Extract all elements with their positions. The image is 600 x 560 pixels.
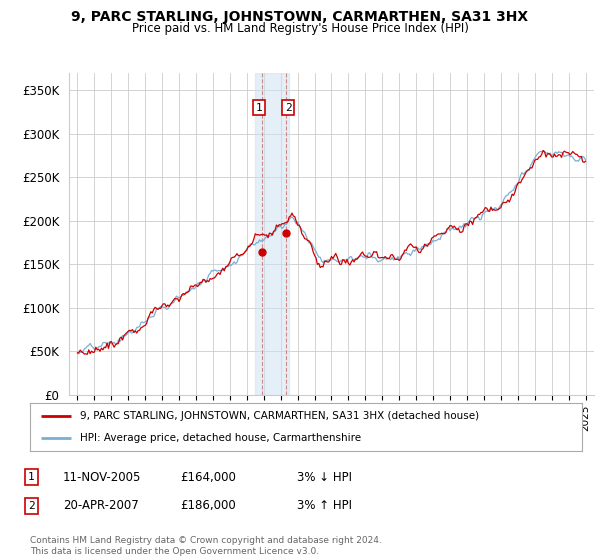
Text: 3% ↓ HPI: 3% ↓ HPI <box>297 470 352 484</box>
Text: 20-APR-2007: 20-APR-2007 <box>63 499 139 512</box>
Text: Price paid vs. HM Land Registry's House Price Index (HPI): Price paid vs. HM Land Registry's House … <box>131 22 469 35</box>
Text: £186,000: £186,000 <box>180 499 236 512</box>
Text: £164,000: £164,000 <box>180 470 236 484</box>
Text: 1: 1 <box>256 102 262 113</box>
Text: Contains HM Land Registry data © Crown copyright and database right 2024.
This d: Contains HM Land Registry data © Crown c… <box>30 536 382 556</box>
Text: HPI: Average price, detached house, Carmarthenshire: HPI: Average price, detached house, Carm… <box>80 433 361 443</box>
Text: 2: 2 <box>285 102 292 113</box>
Text: 1: 1 <box>28 472 35 482</box>
Text: 2: 2 <box>28 501 35 511</box>
Text: 9, PARC STARLING, JOHNSTOWN, CARMARTHEN, SA31 3HX: 9, PARC STARLING, JOHNSTOWN, CARMARTHEN,… <box>71 10 529 24</box>
Text: 11-NOV-2005: 11-NOV-2005 <box>63 470 142 484</box>
Text: 3% ↑ HPI: 3% ↑ HPI <box>297 499 352 512</box>
Text: 9, PARC STARLING, JOHNSTOWN, CARMARTHEN, SA31 3HX (detached house): 9, PARC STARLING, JOHNSTOWN, CARMARTHEN,… <box>80 411 479 421</box>
Bar <box>255 73 289 395</box>
